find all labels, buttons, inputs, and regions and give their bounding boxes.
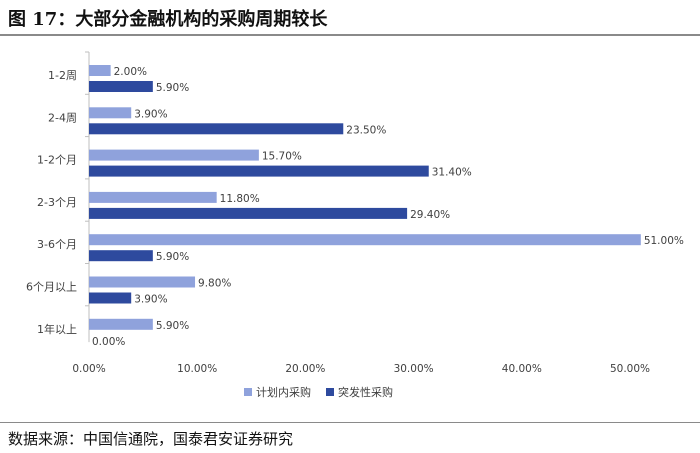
x-tick-label: 50.00% (610, 363, 650, 375)
data-label: 9.80% (198, 278, 231, 290)
bar (89, 149, 259, 161)
bar (89, 234, 641, 246)
data-label: 31.40% (432, 167, 472, 179)
data-label: 15.70% (262, 151, 302, 163)
bar (89, 65, 111, 76)
bar (89, 250, 153, 262)
category-label: 1-2周 (48, 69, 77, 82)
bar (89, 81, 153, 92)
legend-label: 计划内采购 (256, 385, 311, 399)
data-label: 5.90% (156, 82, 189, 94)
data-label: 5.90% (156, 251, 189, 263)
bar (89, 107, 132, 119)
data-label: 11.80% (220, 193, 260, 205)
bottom-rule (0, 422, 700, 423)
bar (89, 292, 132, 304)
bar (89, 165, 429, 177)
legend-label: 突发性采购 (338, 385, 393, 399)
data-label: 23.50% (346, 124, 386, 136)
category-label: 3-6个月 (37, 238, 77, 251)
data-label: 29.40% (410, 209, 450, 221)
bar (89, 207, 408, 219)
category-label: 6个月以上 (26, 281, 77, 294)
x-tick-label: 0.00% (72, 363, 105, 375)
category-label: 1-2个月 (37, 154, 77, 167)
category-label: 2-3个月 (37, 196, 77, 209)
figure-title: 图 17：大部分金融机构的采购周期较长 (8, 9, 328, 30)
top-rule (0, 34, 700, 36)
bar (89, 191, 217, 203)
x-tick-label: 10.00% (177, 363, 217, 375)
category-label: 2-4周 (48, 111, 77, 124)
data-label: 0.00% (92, 336, 125, 348)
data-label: 2.00% (114, 66, 147, 78)
bar-chart: 1-2周 2.00% 5.90% 2-4周 3.90% 23.50% 1-2个月 15.70%… (26, 51, 684, 399)
x-tick-label: 40.00% (502, 363, 542, 375)
bar (89, 318, 153, 330)
data-label: 3.90% (134, 294, 167, 306)
data-label: 3.90% (134, 108, 167, 120)
category-label: 1年以上 (37, 322, 77, 336)
x-tick-label: 30.00% (394, 363, 434, 375)
x-tick-label: 20.00% (285, 363, 325, 375)
figure-header: 图 17：大部分金融机构的采购周期较长 (0, 0, 700, 34)
bar (89, 276, 196, 288)
data-label: 51.00% (644, 235, 684, 247)
legend-swatch (244, 388, 252, 396)
data-label: 5.90% (156, 320, 189, 332)
bar (89, 123, 344, 135)
legend-swatch (326, 388, 334, 396)
source-note: 数据来源：中国信通院，国泰君安证券研究 (8, 430, 294, 448)
